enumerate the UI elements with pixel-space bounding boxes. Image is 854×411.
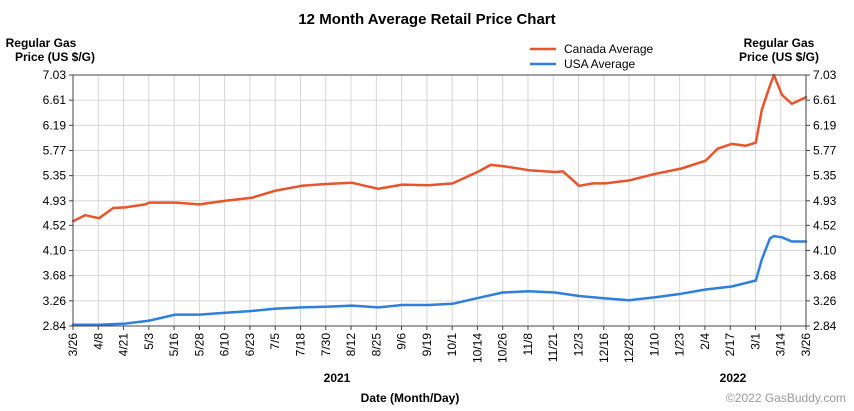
x-tick-label: 1/23	[673, 333, 687, 357]
y-tick-label-right: 5.35	[813, 169, 837, 183]
y-tick-label-right: 3.26	[813, 294, 837, 308]
y-axis-label-left-line2: Price (US $/G)	[15, 50, 95, 64]
x-tick-label: 10/1	[445, 333, 459, 357]
legend: Canada Average USA Average	[530, 42, 654, 71]
x-tick-label: 10/14	[470, 333, 484, 363]
x-axis-label: Date (Month/Day)	[361, 391, 460, 405]
y-tick-label-right: 6.61	[813, 93, 837, 107]
chart-title: 12 Month Average Retail Price Chart	[298, 11, 555, 28]
y-tick-label-left: 3.68	[43, 269, 67, 283]
year-label-2022: 2022	[720, 371, 747, 385]
x-ticks: 3/26 4/8 4/21 5/3 5/16 5/28 6/10 6/23 7/5 7/18 7/3…	[66, 326, 813, 363]
y-tick-label-left: 3.26	[43, 294, 67, 308]
x-tick-label: 12/28	[622, 333, 636, 363]
legend-label-canada: Canada Average	[564, 42, 654, 56]
x-tick-label: 3/26	[799, 333, 813, 357]
x-tick-label: 3/26	[66, 333, 80, 357]
y-tick-label-right: 3.68	[813, 269, 837, 283]
x-tick-label: 8/25	[369, 333, 383, 357]
x-tick-label: 12/16	[597, 333, 611, 363]
x-tick-label: 5/3	[142, 333, 156, 350]
legend-label-usa: USA Average	[564, 57, 635, 71]
credit-text: ©2022 GasBuddy.com	[726, 391, 846, 405]
x-tick-label: 1/10	[647, 333, 661, 357]
x-tick-label: 11/8	[521, 333, 535, 356]
x-tick-label: 9/6	[395, 333, 409, 350]
y-tick-label-left: 5.77	[43, 143, 67, 157]
y-tick-label-right: 6.19	[813, 118, 837, 132]
x-tick-label: 5/28	[192, 333, 206, 357]
y-tick-label-right: 4.52	[813, 218, 837, 232]
x-tick-label: 9/19	[420, 333, 434, 357]
x-tick-label: 6/10	[218, 333, 232, 357]
y-axis-label-right-line2: Price (US $/G)	[739, 50, 819, 64]
x-tick-label: 11/21	[546, 333, 560, 362]
y-tick-label-left: 5.35	[43, 169, 67, 183]
y-tick-label-left: 6.61	[43, 93, 67, 107]
y-tick-label-right: 4.10	[813, 244, 837, 258]
y-tick-label-right: 7.03	[813, 68, 837, 82]
y-tick-label-left: 4.10	[43, 244, 67, 258]
x-tick-label: 2/4	[698, 333, 712, 350]
x-tick-label: 4/21	[117, 333, 131, 357]
series-line-usa	[71, 234, 808, 327]
y-tick-label-right: 5.77	[813, 143, 837, 157]
y-ticks-left: 2.84 3.26 3.68 4.10 4.52 4.93 5.35 5.77 6.19 6.61…	[43, 68, 73, 333]
y-tick-label-left: 6.19	[43, 118, 67, 132]
series-lines	[71, 73, 808, 327]
x-tick-label: 6/23	[243, 333, 257, 357]
y-tick-label-right: 4.93	[813, 194, 837, 208]
x-tick-label: 7/5	[268, 333, 282, 350]
x-tick-label: 3/14	[774, 333, 788, 357]
x-tick-label: 7/18	[293, 333, 307, 357]
y-tick-label-left: 4.93	[43, 194, 67, 208]
x-tick-label: 2/17	[723, 333, 737, 357]
y-ticks-right: 2.84 3.26 3.68 4.10 4.52 4.93 5.35 5.77 6.19 6.61…	[806, 68, 837, 333]
y-axis-label-left-line1: Regular Gas	[6, 36, 77, 50]
x-tick-label: 5/16	[167, 333, 181, 357]
y-tick-label-right: 2.84	[813, 319, 837, 333]
x-tick-label: 4/8	[91, 333, 105, 350]
y-axis-label-right-line1: Regular Gas	[744, 36, 815, 50]
x-tick-label: 8/12	[344, 333, 358, 357]
y-tick-label-left: 7.03	[43, 68, 67, 82]
x-tick-label: 7/30	[319, 333, 333, 357]
y-tick-label-left: 4.52	[43, 218, 67, 232]
x-tick-label: 12/3	[572, 333, 586, 357]
y-tick-label-left: 2.84	[43, 319, 67, 333]
x-tick-label: 3/1	[748, 333, 762, 350]
series-line-canada	[71, 73, 808, 223]
x-tick-label: 10/26	[496, 333, 510, 363]
year-label-2021: 2021	[324, 371, 351, 385]
